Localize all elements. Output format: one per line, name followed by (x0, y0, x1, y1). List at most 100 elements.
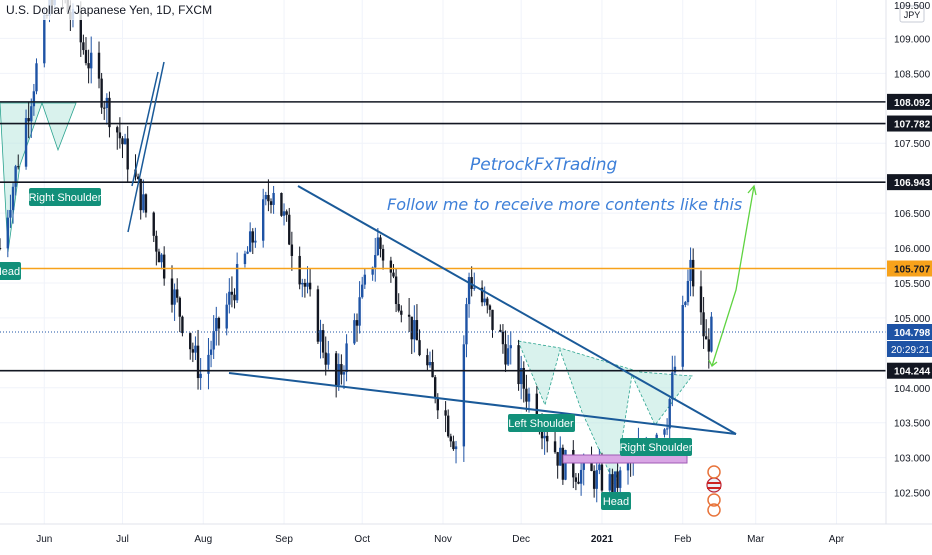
candle-body (374, 255, 377, 268)
target-arrowhead (747, 184, 757, 196)
candle-body (11, 186, 15, 211)
target-arrow (708, 184, 757, 368)
candle-body (248, 231, 252, 252)
candle-body (470, 277, 473, 289)
candle-body (686, 280, 690, 303)
price-tick-label: 105.000 (894, 314, 931, 325)
svg-text:Right Shoulder: Right Shoulder (29, 192, 102, 204)
candle-body (707, 339, 710, 352)
candle-body (280, 192, 283, 216)
candle-body (689, 259, 692, 281)
candle-body (358, 297, 361, 326)
candle-body (608, 474, 611, 491)
candle-body (264, 194, 267, 200)
us-flag-stripe-icon-2 (707, 487, 721, 489)
candle-body (418, 340, 421, 356)
candle-body (155, 235, 158, 252)
currency-label: JPY (904, 10, 921, 20)
candle-body (473, 287, 476, 289)
level-tag-box (887, 93, 932, 110)
candle-body (592, 470, 596, 489)
candle-body (389, 260, 393, 273)
candle-body (363, 274, 367, 285)
candle-body (436, 397, 439, 411)
candle-body (465, 304, 468, 345)
currency-badge[interactable]: JPY (899, 5, 925, 23)
candle-body (663, 429, 666, 435)
candle-body (100, 78, 103, 108)
candle-body (454, 446, 458, 450)
candle-body (105, 97, 109, 108)
target-arrowhead-bottom (708, 359, 718, 368)
candle-body (517, 345, 520, 385)
candle-body (215, 317, 218, 332)
candle-body (428, 362, 432, 366)
candle-body (381, 248, 385, 261)
channel-line-b (131, 71, 159, 187)
label-right-shoulder: Right Shoulder (620, 438, 693, 456)
candle-body (546, 435, 549, 442)
candle-body (32, 91, 36, 107)
candle-body (559, 447, 562, 466)
candle-body (14, 166, 17, 187)
candles (0, 0, 713, 509)
label-right-shoulder-left: Right Shoulder (29, 188, 102, 206)
channel-line-a (127, 61, 165, 233)
candle-body (173, 289, 176, 305)
candle-body (527, 393, 531, 402)
candle-body (447, 415, 450, 437)
level-tag-value: 108.092 (894, 98, 931, 109)
label-left-shoulder: Left Shoulder (508, 414, 575, 432)
level-tag-box (887, 115, 932, 132)
left-pattern-fill-2 (41, 102, 77, 152)
candle-body (27, 118, 30, 122)
candle-body (209, 349, 213, 355)
author-annotation: PetrockFxTrading (470, 155, 618, 175)
candle-body (668, 399, 671, 429)
grid (0, 0, 886, 524)
candle-body (316, 289, 320, 342)
last-price-tag: 104.798 20:29:21 (887, 324, 932, 357)
candle-body (600, 464, 604, 491)
us-flag-stripe-icon (707, 482, 721, 484)
wedge-upper-line (297, 185, 737, 435)
level-tag-value: 107.782 (894, 120, 931, 131)
candle-body (288, 214, 291, 245)
candle-body (691, 259, 695, 287)
price-tick-label: 108.500 (894, 69, 931, 80)
candle-body (301, 282, 304, 285)
earnings-event-icon[interactable] (707, 493, 721, 507)
candle-body (82, 42, 85, 51)
candle-body (142, 194, 145, 211)
candle-body (379, 237, 382, 249)
events-icons[interactable] (706, 465, 722, 517)
label-head-left: Head (0, 262, 21, 280)
candle-body (123, 138, 127, 145)
price-tick-label: 106.000 (894, 244, 931, 255)
candle-body (673, 366, 677, 373)
candle-body (480, 287, 484, 303)
candle-body (84, 50, 88, 64)
candle-body (431, 362, 434, 378)
candle-body (449, 436, 453, 442)
candle-body (433, 377, 437, 398)
candle-body (267, 194, 270, 202)
candle-body (376, 237, 380, 256)
time-axis[interactable]: Jun Jul Aug Sep Oct Nov Dec 2021 Feb Mar Apr (0, 523, 932, 545)
price-tick-label: 102.500 (894, 489, 931, 500)
candle-body (170, 278, 174, 305)
dividend-event-icon[interactable] (707, 465, 721, 479)
us-flag-icon[interactable] (706, 477, 722, 493)
candle-body (235, 264, 239, 301)
candle-body (504, 344, 507, 365)
earnings-event-icon-2[interactable] (707, 503, 721, 517)
candle-body (116, 127, 119, 133)
candle-body (225, 304, 228, 329)
price-tick-label: 106.500 (894, 209, 931, 220)
countdown-tag-box (887, 341, 932, 357)
candle-body (355, 320, 359, 326)
time-tick-label: Mar (747, 534, 765, 545)
pattern-labels: Right Shoulder Head Left Shoulder Right … (0, 188, 693, 510)
candle-body (176, 289, 179, 298)
